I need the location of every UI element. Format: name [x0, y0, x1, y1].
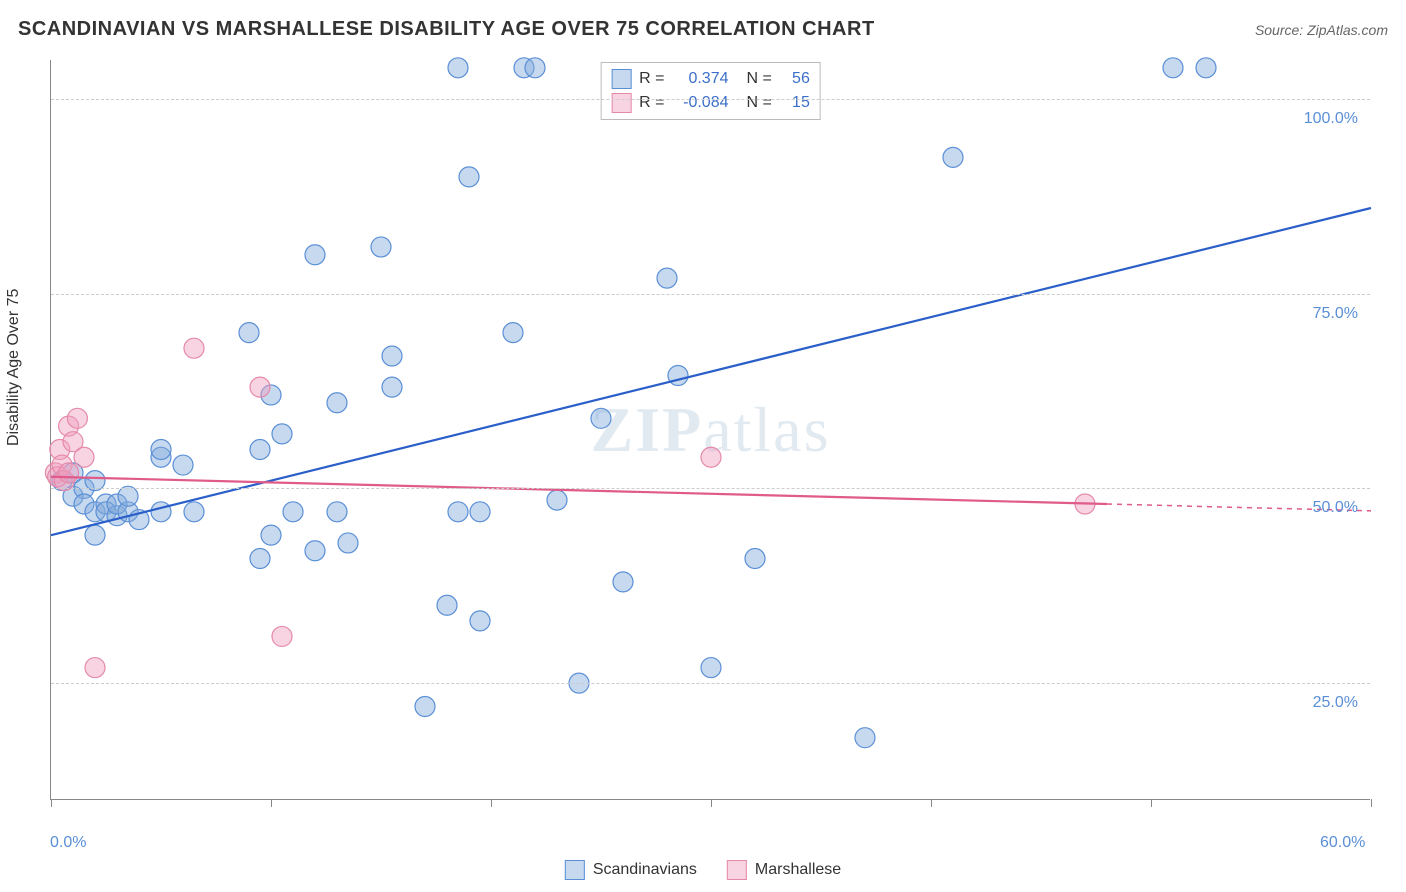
data-point	[371, 237, 391, 257]
stats-legend: R = 0.374 N = 56 R = -0.084 N = 15	[600, 62, 821, 120]
legend-swatch	[565, 860, 585, 880]
series-legend-label: Marshallese	[755, 861, 841, 879]
data-point	[151, 502, 171, 522]
data-point	[437, 595, 457, 615]
gridline	[51, 683, 1370, 684]
x-tick	[1151, 799, 1152, 807]
data-point	[67, 408, 87, 428]
data-point	[1163, 58, 1183, 78]
source-label: Source: ZipAtlas.com	[1255, 22, 1388, 38]
legend-n-label: N =	[747, 94, 772, 112]
legend-n-value: 56	[780, 70, 810, 88]
data-point	[415, 697, 435, 717]
data-point	[283, 502, 303, 522]
data-point	[525, 58, 545, 78]
series-legend-item: Marshallese	[727, 860, 841, 880]
y-tick-label: 25.0%	[1313, 694, 1358, 712]
legend-n-value: 15	[780, 94, 810, 112]
plot-area: ZIPatlas R =0.374N =56R =-0.084N =15 25.…	[50, 60, 1370, 800]
data-point	[382, 346, 402, 366]
data-point	[305, 245, 325, 265]
legend-r-label: R =	[639, 70, 664, 88]
data-point	[701, 447, 721, 467]
x-tick	[931, 799, 932, 807]
series-legend: Scandinavians Marshallese	[565, 860, 841, 880]
data-point	[272, 626, 292, 646]
x-tick-label-right: 60.0%	[1320, 834, 1365, 852]
legend-n-label: N =	[747, 70, 772, 88]
data-point	[250, 439, 270, 459]
series-legend-item: Scandinavians	[565, 860, 697, 880]
data-point	[448, 58, 468, 78]
series-legend-label: Scandinavians	[593, 861, 697, 879]
legend-r-value: 0.374	[673, 70, 729, 88]
chart-title: SCANDINAVIAN VS MARSHALLESE DISABILITY A…	[18, 18, 875, 41]
legend-swatch	[611, 69, 631, 89]
data-point	[701, 658, 721, 678]
data-point	[59, 463, 79, 483]
data-point	[327, 502, 347, 522]
y-axis-label: Disability Age Over 75	[5, 289, 23, 446]
data-point	[591, 408, 611, 428]
header: SCANDINAVIAN VS MARSHALLESE DISABILITY A…	[18, 18, 1388, 41]
data-point	[272, 424, 292, 444]
gridline	[51, 99, 1370, 100]
data-point	[250, 377, 270, 397]
data-point	[74, 447, 94, 467]
trend-line	[51, 208, 1371, 535]
data-point	[250, 549, 270, 569]
y-tick-label: 75.0%	[1313, 305, 1358, 323]
data-point	[173, 455, 193, 475]
legend-r-label: R =	[639, 94, 664, 112]
x-tick	[51, 799, 52, 807]
data-point	[184, 338, 204, 358]
data-point	[151, 439, 171, 459]
x-tick-label-left: 0.0%	[50, 834, 86, 852]
data-point	[305, 541, 325, 561]
legend-r-value: -0.084	[673, 94, 729, 112]
data-point	[613, 572, 633, 592]
stats-legend-row: R = 0.374 N = 56	[611, 67, 810, 91]
legend-swatch	[611, 93, 631, 113]
data-point	[1196, 58, 1216, 78]
data-point	[943, 147, 963, 167]
gridline	[51, 294, 1370, 295]
data-point	[657, 268, 677, 288]
stats-legend-row: R = -0.084 N = 15	[611, 91, 810, 115]
data-point	[261, 525, 281, 545]
data-point	[448, 502, 468, 522]
y-tick-label: 100.0%	[1304, 110, 1358, 128]
data-point	[470, 611, 490, 631]
data-point	[85, 525, 105, 545]
x-tick	[1371, 799, 1372, 807]
data-point	[503, 323, 523, 343]
data-point	[239, 323, 259, 343]
data-point	[459, 167, 479, 187]
data-point	[85, 658, 105, 678]
data-point	[184, 502, 204, 522]
gridline	[51, 488, 1370, 489]
legend-swatch	[727, 860, 747, 880]
x-tick	[711, 799, 712, 807]
data-point	[547, 490, 567, 510]
data-point	[745, 549, 765, 569]
data-point	[338, 533, 358, 553]
data-point	[382, 377, 402, 397]
data-point	[855, 728, 875, 748]
trend-line	[51, 477, 1107, 504]
data-point	[470, 502, 490, 522]
data-point	[327, 393, 347, 413]
scatter-chart	[51, 60, 1370, 799]
y-tick-label: 50.0%	[1313, 499, 1358, 517]
x-tick	[271, 799, 272, 807]
x-tick	[491, 799, 492, 807]
